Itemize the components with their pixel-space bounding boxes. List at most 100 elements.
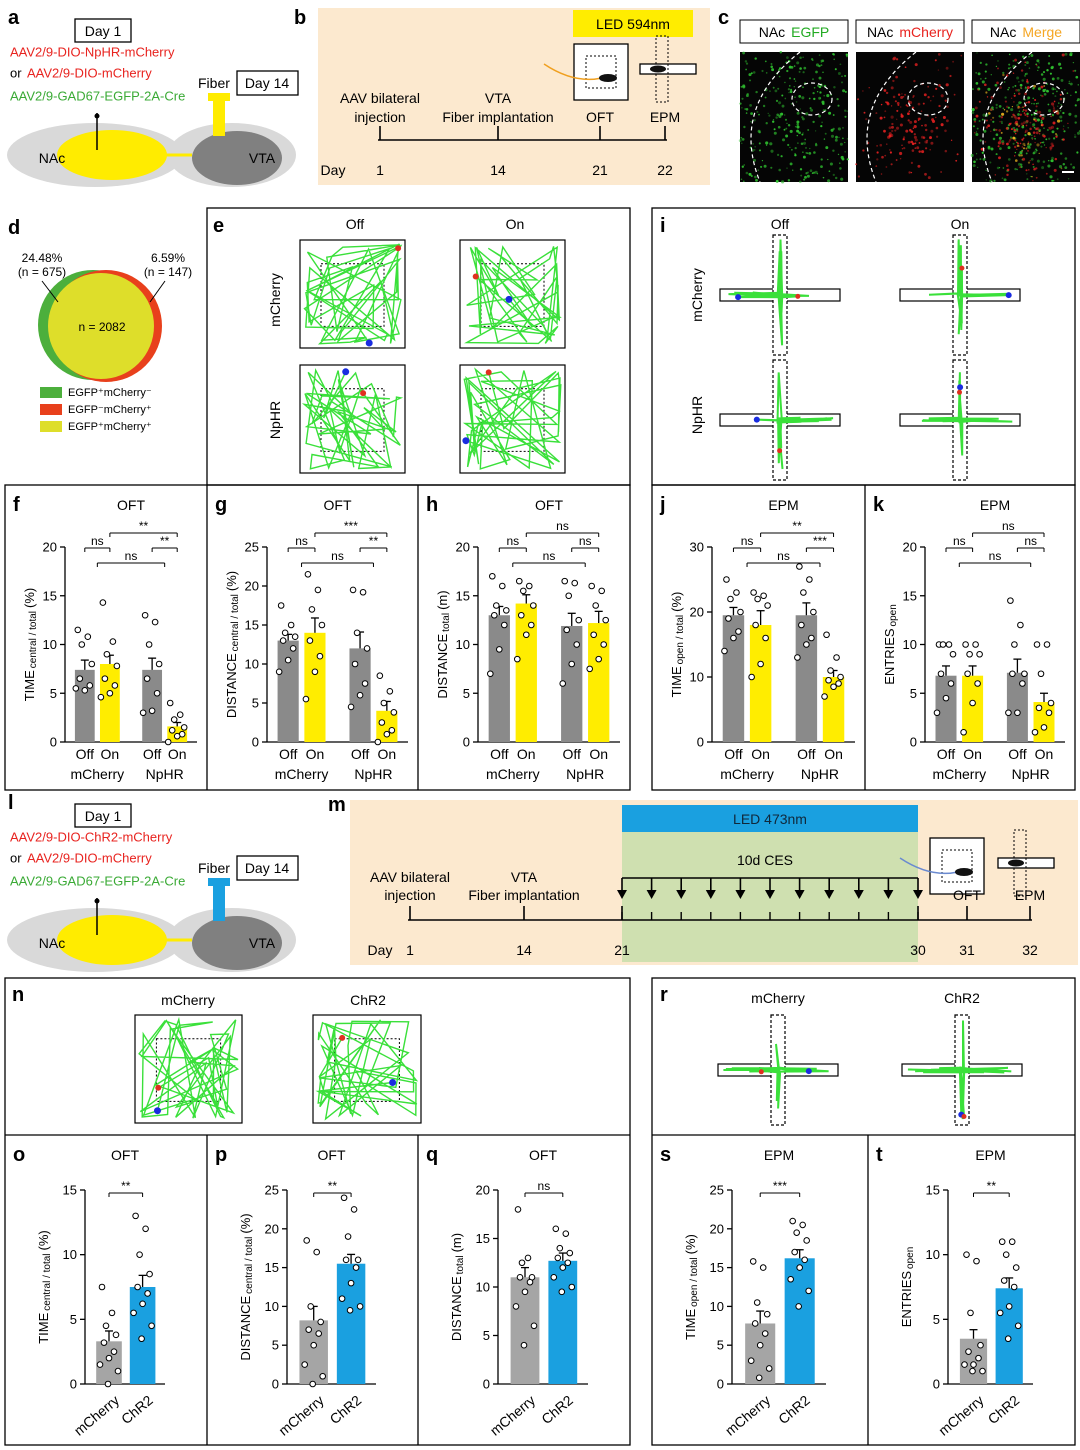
y-tick-label: 30 (690, 540, 704, 555)
data-point (733, 589, 740, 596)
end-marker (961, 1114, 967, 1119)
data-point (144, 1290, 151, 1297)
y-label-main: DISTANCE (238, 1296, 253, 1361)
cell (1007, 67, 1010, 70)
cell (1022, 109, 1025, 111)
track (315, 1019, 419, 1121)
data-point (139, 1300, 146, 1308)
cell (993, 128, 996, 131)
text-label: or (10, 66, 22, 81)
bar (561, 625, 583, 742)
cell (1021, 55, 1025, 59)
data-point (554, 1254, 562, 1262)
data-point (513, 655, 521, 663)
cell (1013, 145, 1017, 149)
cell (1020, 87, 1022, 89)
cell (778, 168, 781, 172)
cell (987, 124, 991, 128)
cell (784, 81, 786, 84)
y-tick-label: 20 (903, 540, 917, 555)
cell (977, 89, 979, 91)
data-point (558, 1288, 566, 1296)
cell (1015, 89, 1018, 92)
cell (812, 91, 815, 95)
text-label: 22 (657, 162, 673, 178)
bar (749, 625, 772, 742)
y-tick-label: 15 (265, 1260, 279, 1275)
y-label-main: TIME (22, 670, 37, 701)
cell (1024, 73, 1027, 75)
cell (1051, 130, 1055, 134)
cell (1048, 137, 1051, 140)
data-point (803, 641, 810, 648)
cell (1051, 144, 1055, 148)
cell (844, 90, 847, 93)
y-tick-label: 0 (50, 735, 57, 750)
y-tick-label: 10 (43, 637, 57, 652)
cell (1032, 151, 1036, 155)
cell (1012, 86, 1014, 88)
cell (778, 69, 780, 71)
cell (798, 131, 801, 135)
cell (745, 108, 749, 111)
cell (762, 104, 766, 108)
data-point (493, 602, 500, 609)
cell (1020, 101, 1023, 104)
cell (1028, 67, 1031, 69)
cell (1064, 157, 1068, 160)
cell (1035, 131, 1039, 135)
cell (1058, 165, 1063, 169)
cell (1035, 64, 1038, 67)
cell (1024, 61, 1027, 64)
cell (935, 87, 938, 90)
cell (1030, 54, 1034, 57)
cell (799, 168, 803, 171)
ces-arrowhead (617, 890, 627, 899)
text-label: Day 1 (85, 23, 122, 39)
cell (1016, 130, 1019, 133)
cell (949, 74, 952, 78)
cell (1024, 133, 1027, 137)
start-marker (735, 294, 742, 301)
cell (945, 83, 949, 87)
end-marker (155, 1084, 162, 1091)
cell (1033, 168, 1036, 171)
fiber (213, 885, 225, 921)
y-label-main: DISTANCE (449, 1276, 464, 1341)
cell (745, 171, 749, 175)
cell (1050, 142, 1054, 146)
cell (1021, 79, 1024, 82)
cell (1060, 104, 1062, 106)
data-point (114, 1367, 122, 1375)
data-point (1005, 709, 1012, 717)
y-axis-label: DISTANCE total (m) (449, 1233, 466, 1341)
cell (789, 129, 793, 133)
cell (812, 78, 814, 81)
cell (921, 150, 925, 154)
cell (1023, 121, 1026, 124)
cell (974, 120, 976, 123)
data-point (84, 633, 92, 641)
cell (789, 146, 791, 149)
cell (742, 84, 746, 88)
cell (822, 109, 825, 112)
cell (846, 110, 848, 112)
region: NAc (759, 24, 785, 40)
cell (989, 179, 993, 183)
cell (1066, 92, 1069, 94)
cell (750, 121, 752, 123)
needle-tip (94, 898, 100, 904)
data-point (78, 641, 86, 648)
cell (997, 67, 999, 70)
cell (1052, 179, 1055, 182)
data-point (307, 1303, 315, 1310)
y-tick-label: 20 (265, 1221, 279, 1236)
cell (992, 108, 994, 111)
micrograph (972, 52, 1080, 182)
cell (975, 82, 979, 85)
bar (935, 675, 957, 742)
sig-label: ns (777, 549, 790, 563)
data-point (764, 602, 771, 609)
cell (1010, 128, 1013, 131)
